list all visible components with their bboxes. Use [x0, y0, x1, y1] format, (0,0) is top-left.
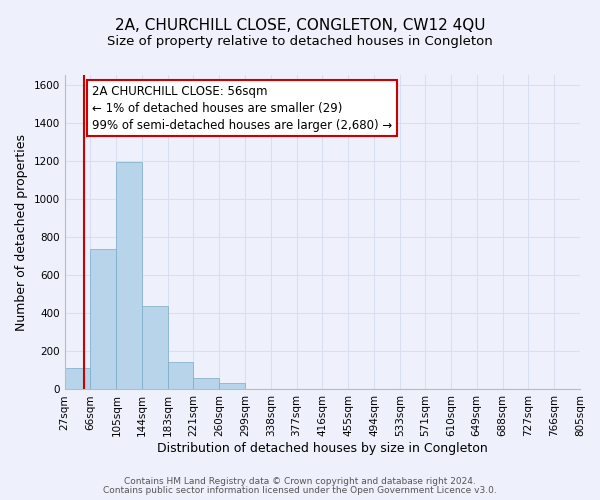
Text: 2A CHURCHILL CLOSE: 56sqm
← 1% of detached houses are smaller (29)
99% of semi-d: 2A CHURCHILL CLOSE: 56sqm ← 1% of detach… — [92, 84, 392, 132]
X-axis label: Distribution of detached houses by size in Congleton: Distribution of detached houses by size … — [157, 442, 488, 455]
Bar — [168, 362, 193, 390]
Text: Contains HM Land Registry data © Crown copyright and database right 2024.: Contains HM Land Registry data © Crown c… — [124, 477, 476, 486]
Text: Size of property relative to detached houses in Congleton: Size of property relative to detached ho… — [107, 35, 493, 48]
Text: Contains public sector information licensed under the Open Government Licence v3: Contains public sector information licen… — [103, 486, 497, 495]
Text: 2A, CHURCHILL CLOSE, CONGLETON, CW12 4QU: 2A, CHURCHILL CLOSE, CONGLETON, CW12 4QU — [115, 18, 485, 32]
Bar — [142, 306, 168, 390]
Y-axis label: Number of detached properties: Number of detached properties — [15, 134, 28, 330]
Bar — [116, 162, 142, 390]
Bar — [219, 383, 245, 390]
Bar — [91, 250, 116, 390]
Bar — [193, 378, 219, 390]
Bar — [65, 368, 91, 390]
